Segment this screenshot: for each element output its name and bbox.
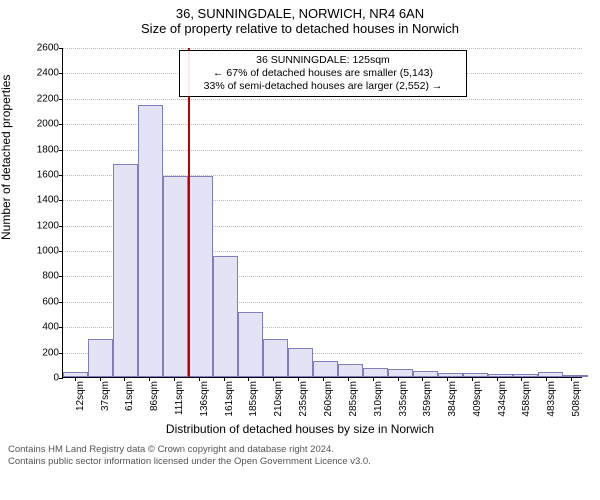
x-tick-label: 161sqm [224,377,235,417]
y-tick-label: 0 [53,373,63,384]
title-address: 36, SUNNINGDALE, NORWICH, NR4 6AN [0,0,600,21]
x-tick-label: 310sqm [373,377,384,417]
x-tick-label: 111sqm [174,377,185,415]
y-tick-label: 1400 [37,195,63,206]
x-tick-label: 210sqm [273,377,284,417]
annotation-line3: 33% of semi-detached houses are larger (… [186,80,460,93]
histogram-bar [238,312,263,377]
x-axis-label: Distribution of detached houses by size … [0,422,600,436]
x-tick-label: 185sqm [248,377,259,417]
x-tick-label: 136sqm [199,377,210,417]
footer-line1: Contains HM Land Registry data © Crown c… [8,444,592,456]
annotation-box: 36 SUNNINGDALE: 125sqm ← 67% of detached… [179,50,467,97]
histogram-bar [313,361,338,378]
histogram-bar [163,176,188,377]
y-tick-label: 2600 [37,43,63,54]
x-tick-label: 12sqm [75,377,86,411]
x-tick-label: 285sqm [348,377,359,417]
x-tick-label: 235sqm [298,377,309,417]
y-tick-label: 2000 [37,119,63,130]
annotation-line2: ← 67% of detached houses are smaller (5,… [186,67,460,80]
x-tick-label: 458sqm [521,377,532,417]
y-tick-label: 2200 [37,93,63,104]
histogram-bar [188,176,213,377]
y-tick-label: 2400 [37,68,63,79]
y-tick-label: 1600 [37,169,63,180]
plot-area: 0200400600800100012001400160018002000220… [62,48,582,378]
y-tick-label: 1200 [37,220,63,231]
grid-line [63,99,582,100]
y-tick-label: 200 [42,347,63,358]
annotation-line1: 36 SUNNINGDALE: 125sqm [186,54,460,67]
x-tick-label: 508sqm [571,377,582,417]
x-tick-label: 384sqm [447,377,458,417]
chart-container: Number of detached properties 0200400600… [0,40,600,440]
x-tick-label: 359sqm [422,377,433,417]
x-tick-label: 409sqm [472,377,483,417]
grid-line [63,48,582,49]
footer-attribution: Contains HM Land Registry data © Crown c… [0,440,600,469]
title-subtitle: Size of property relative to detached ho… [0,21,600,40]
x-tick-label: 483sqm [546,377,557,417]
histogram-bar [338,364,363,377]
x-tick-label: 86sqm [149,377,160,411]
histogram-bar [388,369,413,377]
histogram-bar [263,339,288,377]
footer-line2: Contains public sector information licen… [8,456,592,468]
y-tick-label: 1000 [37,246,63,257]
y-tick-label: 600 [42,296,63,307]
histogram-bar [88,339,113,377]
y-tick-label: 800 [42,271,63,282]
histogram-bar [213,256,238,377]
histogram-bar [288,348,313,377]
x-tick-label: 37sqm [100,377,111,411]
histogram-bar [138,105,163,377]
y-tick-label: 400 [42,322,63,333]
x-tick-label: 61sqm [124,377,135,411]
y-axis-label: Number of detached properties [0,75,13,240]
histogram-bar [363,368,388,377]
x-tick-label: 335sqm [398,377,409,417]
x-tick-label: 434sqm [497,377,508,417]
histogram-bar [113,164,138,377]
x-tick-label: 260sqm [323,377,334,417]
y-tick-label: 1800 [37,144,63,155]
